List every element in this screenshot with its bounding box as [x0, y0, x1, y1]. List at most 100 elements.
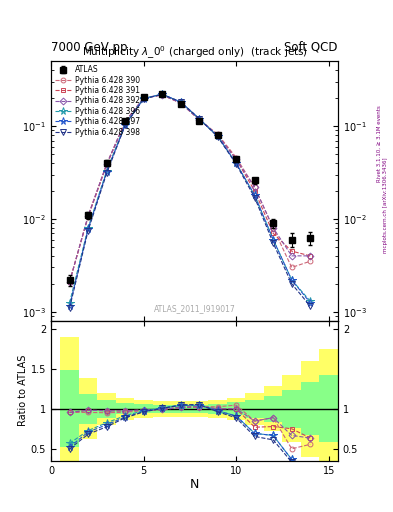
Pythia 6.428 391 — [104, 161, 109, 167]
Pythia 6.428 398 — [178, 99, 183, 105]
Bar — [190, 405, 208, 413]
Pythia 6.428 391 — [86, 213, 90, 219]
Bar — [79, 378, 97, 439]
Title: Multiplicity $\lambda\_0^0$ (charged only)  (track jets): Multiplicity $\lambda\_0^0$ (charged onl… — [81, 44, 308, 61]
Bar — [61, 337, 79, 481]
Bar — [320, 349, 338, 469]
Pythia 6.428 396 — [104, 168, 109, 174]
Pythia 6.428 390 — [215, 131, 220, 137]
Bar — [61, 370, 79, 447]
Bar — [227, 397, 246, 420]
Pythia 6.428 390 — [308, 258, 312, 264]
Pythia 6.428 397 — [178, 99, 183, 105]
Pythia 6.428 391 — [308, 253, 312, 259]
Bar — [153, 401, 171, 417]
Pythia 6.428 390 — [160, 92, 165, 98]
Pythia 6.428 392 — [160, 92, 165, 98]
Bar — [246, 393, 264, 425]
Pythia 6.428 392 — [178, 100, 183, 106]
Pythia 6.428 390 — [234, 155, 239, 161]
Pythia 6.428 392 — [252, 184, 257, 190]
Text: Soft QCD: Soft QCD — [285, 41, 338, 54]
Pythia 6.428 391 — [141, 95, 146, 101]
Pythia 6.428 391 — [178, 100, 183, 106]
Pythia 6.428 392 — [289, 253, 294, 259]
Bar — [208, 400, 227, 418]
Pythia 6.428 391 — [234, 156, 239, 162]
Pythia 6.428 392 — [271, 225, 275, 231]
Pythia 6.428 398 — [215, 134, 220, 140]
Pythia 6.428 396 — [86, 225, 90, 231]
Pythia 6.428 392 — [215, 132, 220, 138]
Text: mcplots.cern.ch [arXiv:1306.3436]: mcplots.cern.ch [arXiv:1306.3436] — [383, 157, 387, 252]
Pythia 6.428 391 — [197, 117, 202, 123]
Pythia 6.428 397 — [123, 122, 127, 128]
Pythia 6.428 396 — [67, 300, 72, 306]
Pythia 6.428 396 — [252, 192, 257, 198]
X-axis label: N: N — [190, 478, 199, 492]
Pythia 6.428 396 — [271, 237, 275, 243]
Pythia 6.428 396 — [289, 277, 294, 283]
Pythia 6.428 398 — [308, 303, 312, 309]
Pythia 6.428 397 — [271, 237, 275, 243]
Pythia 6.428 397 — [308, 300, 312, 306]
Bar — [227, 402, 246, 415]
Bar — [79, 394, 97, 424]
Pythia 6.428 397 — [86, 226, 90, 232]
Y-axis label: Ratio to ATLAS: Ratio to ATLAS — [18, 355, 28, 426]
Pythia 6.428 396 — [197, 116, 202, 122]
Pythia 6.428 398 — [252, 195, 257, 201]
Pythia 6.428 397 — [67, 303, 72, 309]
Bar — [97, 400, 116, 418]
Bar — [153, 405, 171, 413]
Pythia 6.428 391 — [123, 119, 127, 125]
Pythia 6.428 390 — [289, 264, 294, 270]
Pythia 6.428 391 — [271, 230, 275, 237]
Bar — [320, 375, 338, 442]
Bar — [134, 400, 153, 418]
Pythia 6.428 398 — [160, 91, 165, 97]
Pythia 6.428 390 — [252, 184, 257, 190]
Pythia 6.428 390 — [271, 225, 275, 231]
Pythia 6.428 398 — [86, 227, 90, 233]
Pythia 6.428 390 — [178, 100, 183, 106]
Pythia 6.428 392 — [67, 279, 72, 285]
Legend: ATLAS, Pythia 6.428 390, Pythia 6.428 391, Pythia 6.428 392, Pythia 6.428 396, P: ATLAS, Pythia 6.428 390, Pythia 6.428 39… — [53, 63, 141, 138]
Pythia 6.428 397 — [252, 192, 257, 198]
Bar — [264, 387, 283, 431]
Pythia 6.428 390 — [141, 95, 146, 101]
Pythia 6.428 398 — [67, 305, 72, 311]
Pythia 6.428 391 — [252, 188, 257, 194]
Pythia 6.428 398 — [234, 161, 239, 167]
Pythia 6.428 398 — [289, 281, 294, 287]
Line: Pythia 6.428 398: Pythia 6.428 398 — [66, 91, 313, 311]
Line: Pythia 6.428 397: Pythia 6.428 397 — [66, 90, 314, 310]
Pythia 6.428 396 — [123, 121, 127, 127]
Bar — [171, 405, 190, 413]
Bar — [283, 390, 301, 428]
Bar — [283, 375, 301, 442]
Pythia 6.428 392 — [123, 119, 127, 125]
Pythia 6.428 398 — [141, 96, 146, 102]
Pythia 6.428 392 — [308, 253, 312, 259]
Line: Pythia 6.428 391: Pythia 6.428 391 — [67, 93, 313, 284]
Line: Pythia 6.428 390: Pythia 6.428 390 — [67, 93, 313, 284]
Pythia 6.428 391 — [160, 92, 165, 98]
Bar — [97, 393, 116, 425]
Pythia 6.428 390 — [197, 117, 202, 123]
Pythia 6.428 397 — [197, 116, 202, 122]
Bar — [301, 361, 320, 457]
Text: ATLAS_2011_I919017: ATLAS_2011_I919017 — [154, 304, 235, 313]
Pythia 6.428 392 — [141, 95, 146, 101]
Pythia 6.428 390 — [86, 214, 90, 220]
Pythia 6.428 391 — [289, 248, 294, 254]
Pythia 6.428 396 — [160, 91, 165, 97]
Pythia 6.428 391 — [67, 279, 72, 285]
Bar — [116, 397, 134, 420]
Pythia 6.428 390 — [67, 279, 72, 285]
Pythia 6.428 397 — [289, 277, 294, 283]
Pythia 6.428 391 — [215, 132, 220, 138]
Bar — [171, 401, 190, 417]
Pythia 6.428 397 — [215, 133, 220, 139]
Pythia 6.428 398 — [123, 122, 127, 129]
